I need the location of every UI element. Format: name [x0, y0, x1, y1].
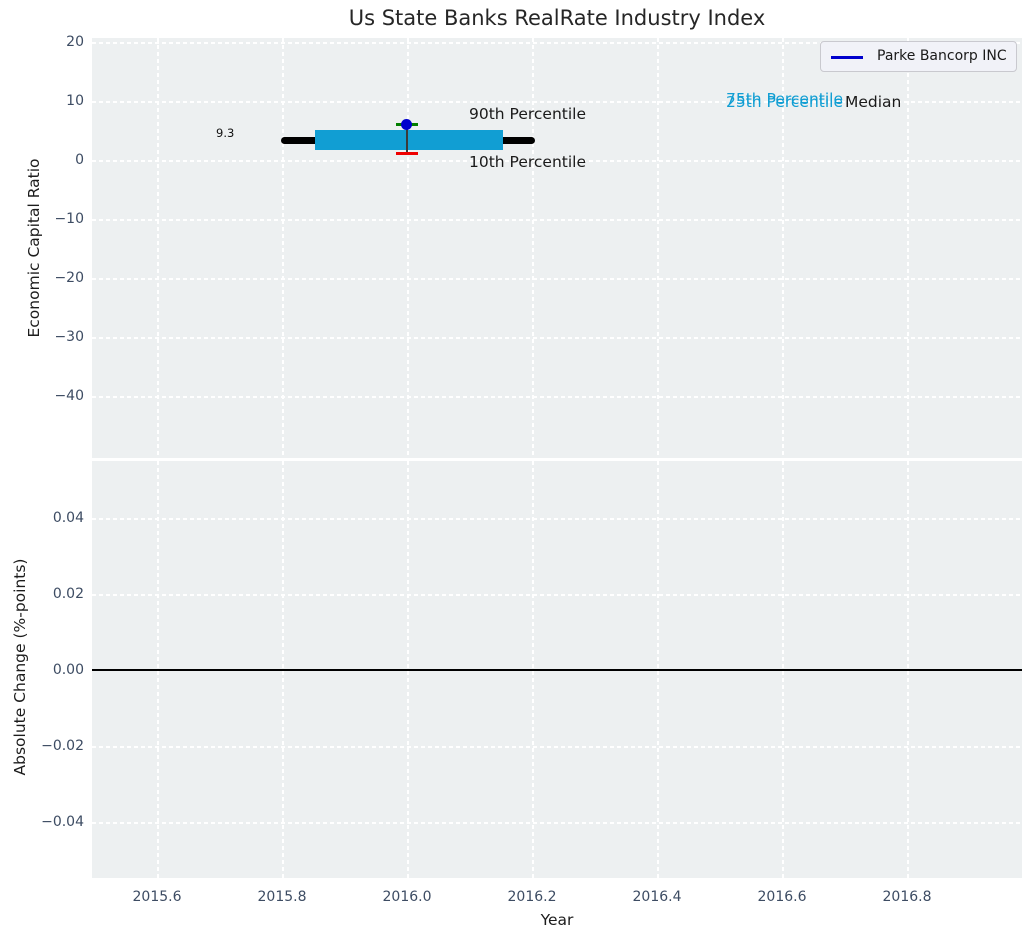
x-tick-label: 2015.8 — [257, 889, 307, 905]
gridline — [92, 594, 1022, 596]
p10-cap — [396, 152, 418, 155]
y-tick-label: 0 — [75, 152, 84, 168]
gridline — [907, 38, 909, 458]
gridline — [92, 278, 1022, 280]
gridline — [282, 38, 284, 458]
annotation-10th-percentile: 10th Percentile — [469, 153, 587, 171]
annotation-median: Median — [845, 93, 902, 111]
gridline — [157, 38, 159, 458]
gridline — [532, 38, 534, 458]
bottom-plot-area — [92, 461, 1022, 878]
y-tick-label: −0.04 — [41, 814, 84, 830]
x-tick-label: 2016.0 — [382, 889, 432, 905]
gridline — [92, 42, 1022, 44]
company-data-point — [401, 119, 412, 130]
x-tick-label: 2016.2 — [507, 889, 557, 905]
legend-label: Parke Bancorp INC — [877, 48, 1007, 64]
gridline — [92, 518, 1022, 520]
annotation-90th-percentile: 90th Percentile — [469, 105, 587, 123]
y-tick-label: −20 — [54, 270, 84, 286]
x-tick-label: 2016.8 — [882, 889, 932, 905]
gridline — [657, 38, 659, 458]
gridline — [407, 38, 409, 458]
top-plot-area: 90th Percentile 10th Percentile 75th Per… — [92, 38, 1022, 458]
gridline — [92, 219, 1022, 221]
gridline — [92, 822, 1022, 824]
y-tick-label: −10 — [54, 211, 84, 227]
y-tick-label: 0.00 — [52, 662, 84, 678]
legend: Parke Bancorp INC — [820, 41, 1017, 72]
zero-reference-line — [92, 669, 1022, 671]
y-tick-label: −0.02 — [41, 738, 84, 754]
y-tick-label: 10 — [66, 93, 84, 109]
chart-title: Us State Banks RealRate Industry Index — [348, 6, 766, 30]
x-tick-label: 2015.6 — [132, 889, 182, 905]
y-tick-label: −30 — [54, 329, 84, 345]
x-tick-label: 2016.4 — [632, 889, 682, 905]
legend-line-swatch — [831, 56, 863, 59]
whisker-line — [406, 124, 408, 153]
gridline — [92, 337, 1022, 339]
median-value-label: 9.3 — [216, 126, 235, 140]
gridline — [92, 160, 1022, 162]
annotation-75th-percentile: 75th Percentile — [726, 90, 844, 108]
gridline — [92, 101, 1022, 103]
y-tick-label: 20 — [66, 34, 84, 50]
y-tick-label: −40 — [54, 388, 84, 404]
gridline — [782, 38, 784, 458]
x-axis-label: Year — [540, 911, 574, 929]
y-tick-label: 0.04 — [52, 510, 84, 526]
annotation-25th-percentile: 25th Percentile — [726, 93, 844, 111]
y-axis-label-bottom: Absolute Change (%-points) — [11, 558, 29, 776]
interquartile-box — [315, 130, 503, 150]
y-axis-label-top: Economic Capital Ratio — [25, 158, 43, 338]
gridline — [92, 396, 1022, 398]
y-tick-label: 0.02 — [52, 586, 84, 602]
x-tick-label: 2016.6 — [757, 889, 807, 905]
gridline — [92, 746, 1022, 748]
